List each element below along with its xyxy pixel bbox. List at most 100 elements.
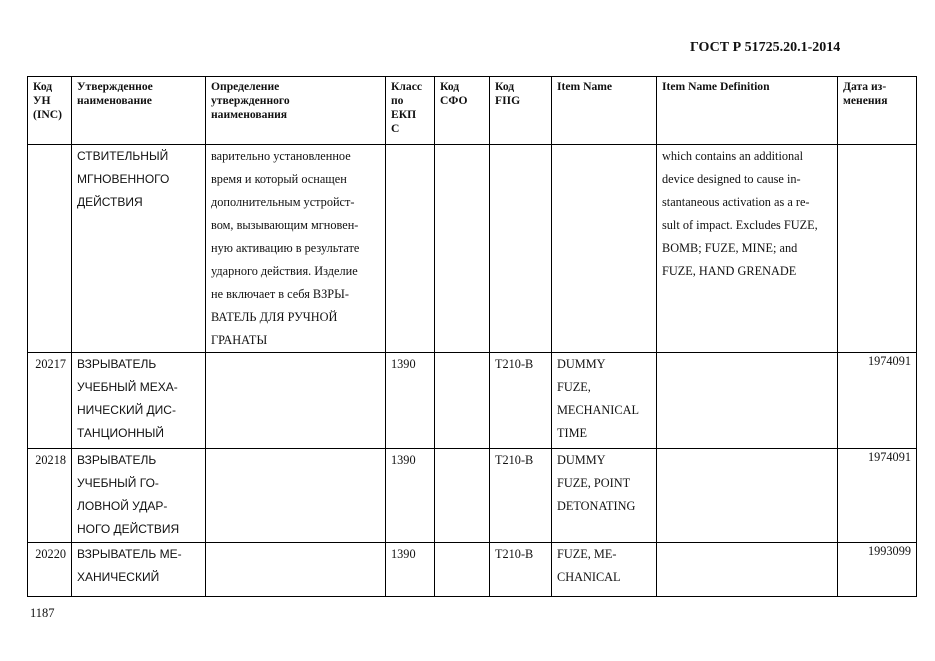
cell-line: УЧЕБНЫЙ ГО- xyxy=(77,476,159,490)
cell-inc xyxy=(27,144,72,353)
cell-name: СТВИТЕЛЬНЫЙ МГНОВЕННОГО ДЕЙСТВИЯ xyxy=(71,144,206,353)
cell-line: DETONATING xyxy=(557,499,636,513)
cell-line: ВЗРЫВАТЕЛЬ xyxy=(77,453,157,467)
cell-name: ВЗРЫВАТЕЛЬ УЧЕБНЫЙ МЕХА- НИЧЕСКИЙ ДИС- ТАНЦ… xyxy=(71,352,206,449)
cell-line: BOMB; FUZE, MINE; and xyxy=(662,241,798,255)
cell-date xyxy=(837,144,917,353)
column-header: Item Name xyxy=(551,76,657,145)
cell-line: дополнительным устройст- xyxy=(211,195,355,209)
cell-line: НОГО ДЕЙСТВИЯ xyxy=(77,522,180,536)
cell-line: ХАНИЧЕСКИЙ xyxy=(77,570,160,584)
cell-date: 1974091 xyxy=(837,352,917,449)
column-header: Код СФО xyxy=(434,76,490,145)
cell-line: FUZE, HAND GRENADE xyxy=(662,264,797,278)
cell-item-def: which contains an additional device desig… xyxy=(656,144,838,353)
cell-definition: варительно установленное время и который … xyxy=(205,144,386,353)
column-header: Код УН (INC) xyxy=(27,76,72,145)
cell-line: МГНОВЕННОГО xyxy=(77,172,170,186)
cell-item-name xyxy=(551,144,657,353)
table-row: 20220 ВЗРЫВАТЕЛЬ МЕ- ХАНИЧЕСКИЙ 1390 T210-B F… xyxy=(27,542,917,597)
cell-class xyxy=(385,144,435,353)
cell-definition xyxy=(205,352,386,449)
cell-item-name: FUZE, ME- CHANICAL xyxy=(551,542,657,597)
cell-line: варительно установленное xyxy=(211,149,351,163)
cell-line: FUZE, ME- xyxy=(557,547,617,561)
column-header: Код FIIG xyxy=(489,76,552,145)
cell-line: вом, вызывающим мгновен- xyxy=(211,218,359,232)
column-header-line: менения xyxy=(843,94,888,107)
cell-item-def xyxy=(656,542,838,597)
cell-line: ГРАНАТЫ xyxy=(211,333,268,347)
cell-definition xyxy=(205,542,386,597)
column-header: Утвержденное наименование xyxy=(71,76,206,145)
cell-line: CHANICAL xyxy=(557,570,621,584)
column-header: Определение утвержденного наименования xyxy=(205,76,386,145)
cell-fiig: T210-B xyxy=(489,448,552,543)
column-header-line: Item Name xyxy=(557,80,613,93)
column-header-line: СФО xyxy=(440,94,468,107)
cell-item-def xyxy=(656,448,838,543)
cell-line: TIME xyxy=(557,426,588,440)
cell-line: СТВИТЕЛЬНЫЙ xyxy=(77,149,169,163)
cell-name: ВЗРЫВАТЕЛЬ МЕ- ХАНИЧЕСКИЙ xyxy=(71,542,206,597)
cell-line: FUZE, xyxy=(557,380,591,394)
table-row: 20217 ВЗРЫВАТЕЛЬ УЧЕБНЫЙ МЕХА- НИЧЕСКИЙ ДИС… xyxy=(27,352,917,449)
cell-class: 1390 xyxy=(385,448,435,543)
cell-line: ЛОВНОЙ УДАР- xyxy=(77,499,168,513)
cell-sfo xyxy=(434,542,490,597)
cell-line: ДЕЙСТВИЯ xyxy=(77,195,143,209)
cell-line: sult of impact. Excludes FUZE, xyxy=(662,218,818,232)
cell-inc: 20217 xyxy=(27,352,72,449)
column-header-line: Класс xyxy=(391,80,422,93)
column-header-line: Код xyxy=(495,80,515,93)
cell-line: device designed to cause in- xyxy=(662,172,801,186)
column-header: Дата из-менения xyxy=(837,76,917,145)
cell-class: 1390 xyxy=(385,542,435,597)
column-header-line: Определение xyxy=(211,80,280,93)
cell-name: ВЗРЫВАТЕЛЬ УЧЕБНЫЙ ГО- ЛОВНОЙ УДАР- НОГО ДЕ… xyxy=(71,448,206,543)
column-header-line: наименования xyxy=(211,108,288,121)
column-header-line: утвержденного xyxy=(211,94,290,107)
column-header-line: УН xyxy=(33,94,51,107)
page-number: 1187 xyxy=(30,606,55,620)
cell-fiig: T210-B xyxy=(489,542,552,597)
cell-line: FUZE, POINT xyxy=(557,476,631,490)
column-header-line: ЕКП xyxy=(391,108,417,121)
cell-line: ную активацию в результате xyxy=(211,241,360,255)
column-header-line: Код xyxy=(33,80,53,93)
cell-line: ВЗРЫВАТЕЛЬ xyxy=(77,357,157,371)
cell-line: не включает в себя ВЗРЫ- xyxy=(211,287,349,301)
cell-line: DUMMY xyxy=(557,453,606,467)
column-header-line: наименование xyxy=(77,94,152,107)
column-header-line: Код xyxy=(440,80,460,93)
cell-line: stantaneous activation as a re- xyxy=(662,195,810,209)
cell-line: УЧЕБНЫЙ МЕХА- xyxy=(77,380,178,394)
column-header-line: FIIG xyxy=(495,94,521,107)
cell-definition xyxy=(205,448,386,543)
cell-line: DUMMY xyxy=(557,357,606,371)
column-header-line: С xyxy=(391,122,400,135)
cell-sfo xyxy=(434,448,490,543)
cell-line: ударного действия. Изделие xyxy=(211,264,358,278)
cell-item-name: DUMMY FUZE, MECHANICAL TIME xyxy=(551,352,657,449)
column-header: Класс по ЕКП С xyxy=(385,76,435,145)
column-header-line: (INC) xyxy=(33,108,62,121)
column-header-line: по xyxy=(391,94,404,107)
table-row: 20218 ВЗРЫВАТЕЛЬ УЧЕБНЫЙ ГО- ЛОВНОЙ УДАР- НО… xyxy=(27,448,917,543)
cell-fiig: T210-B xyxy=(489,352,552,449)
column-header-line: Утвержденное xyxy=(77,80,153,93)
cell-line: ТАНЦИОННЫЙ xyxy=(77,426,165,440)
column-header: Item Name Definition xyxy=(656,76,838,145)
cell-sfo xyxy=(434,352,490,449)
column-header-line: Item Name Definition xyxy=(662,80,770,93)
cell-inc: 20220 xyxy=(27,542,72,597)
cell-line: ВЗРЫВАТЕЛЬ МЕ- xyxy=(77,547,182,561)
item-names-table: Код УН (INC) Утвержденное наименование Опреде… xyxy=(27,76,917,597)
cell-sfo xyxy=(434,144,490,353)
cell-fiig xyxy=(489,144,552,353)
cell-inc: 20218 xyxy=(27,448,72,543)
cell-line: время и который оснащен xyxy=(211,172,347,186)
cell-date: 1974091 xyxy=(837,448,917,543)
cell-line: which contains an additional xyxy=(662,149,804,163)
cell-line: ВАТЕЛЬ ДЛЯ РУЧНОЙ xyxy=(211,310,338,324)
